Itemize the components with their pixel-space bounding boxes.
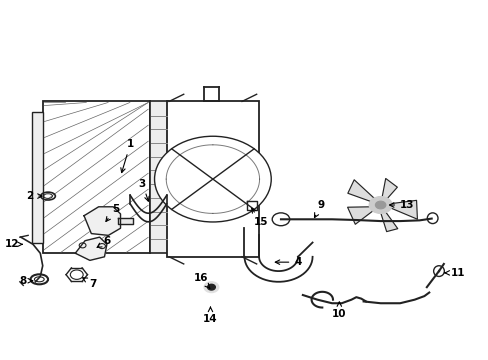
Polygon shape xyxy=(75,237,107,260)
Bar xyxy=(149,102,168,253)
Text: 15: 15 xyxy=(251,208,268,227)
Text: 14: 14 xyxy=(203,307,217,324)
Text: 8: 8 xyxy=(20,276,33,286)
Text: 5: 5 xyxy=(106,203,119,221)
Circle shape xyxy=(154,136,271,222)
Polygon shape xyxy=(388,201,417,219)
Polygon shape xyxy=(381,179,397,200)
Text: 2: 2 xyxy=(26,191,42,201)
Polygon shape xyxy=(347,180,375,202)
Text: 13: 13 xyxy=(389,200,414,210)
Polygon shape xyxy=(84,207,120,235)
Bar xyxy=(32,112,42,243)
Text: 11: 11 xyxy=(444,268,465,278)
Text: 3: 3 xyxy=(139,179,149,201)
Circle shape xyxy=(375,201,385,209)
Circle shape xyxy=(368,197,391,213)
Polygon shape xyxy=(380,211,397,231)
Text: 1: 1 xyxy=(121,139,134,172)
Polygon shape xyxy=(347,207,374,224)
Text: 10: 10 xyxy=(331,302,346,319)
Polygon shape xyxy=(118,218,132,224)
Text: 4: 4 xyxy=(275,257,301,267)
Text: 7: 7 xyxy=(82,278,96,289)
Circle shape xyxy=(203,282,218,293)
Text: 16: 16 xyxy=(193,273,209,288)
Text: 12: 12 xyxy=(5,239,22,249)
Circle shape xyxy=(207,284,215,290)
Text: 9: 9 xyxy=(314,200,324,217)
Bar xyxy=(42,102,149,253)
Text: 6: 6 xyxy=(97,236,111,247)
Bar xyxy=(166,102,259,257)
